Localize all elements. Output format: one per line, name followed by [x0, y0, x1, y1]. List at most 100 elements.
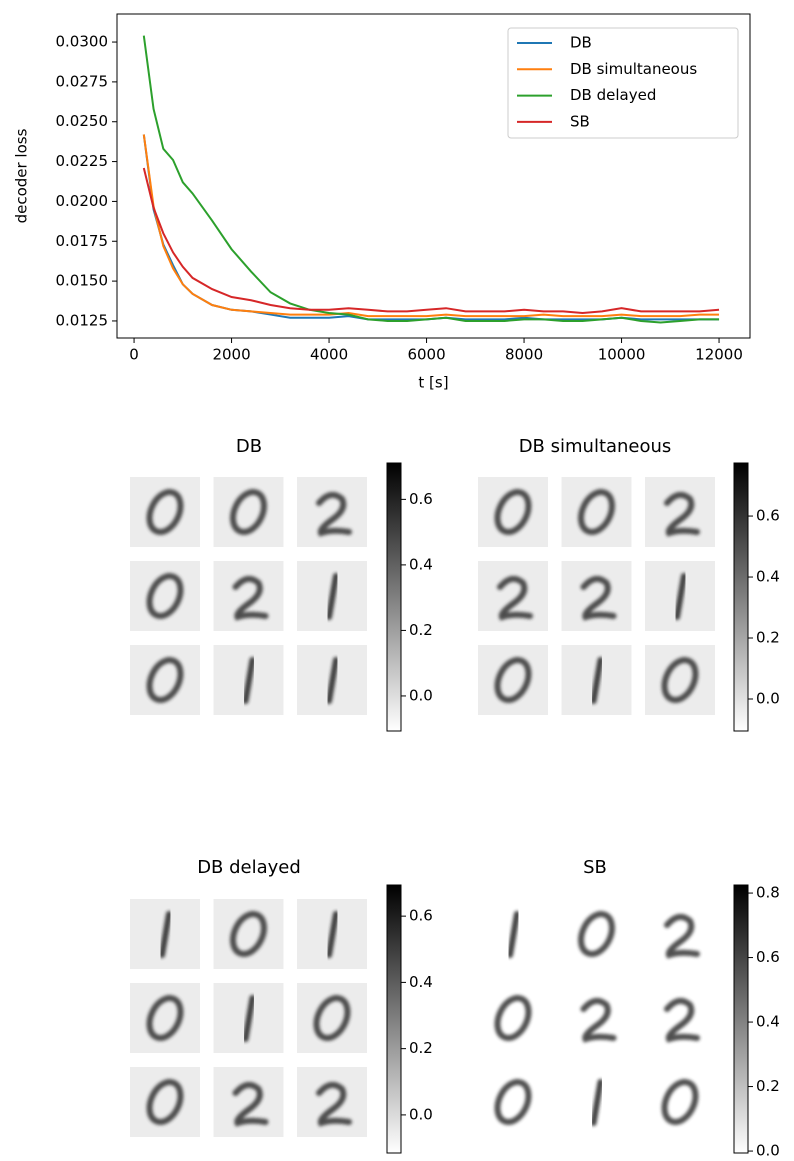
digit-stroke [326, 573, 339, 620]
digit-image [561, 1067, 632, 1137]
data-line [142, 35, 720, 324]
digit-image [213, 561, 284, 631]
y-tick-label: 0.0150 [56, 272, 109, 290]
colorbar [386, 462, 402, 732]
y-tick-label: 0.0175 [56, 232, 109, 250]
digit-image [561, 899, 632, 969]
colorbar-tick-label: 0.2 [409, 1039, 433, 1057]
digit-stroke [590, 657, 604, 704]
image-background [645, 477, 715, 547]
colorbar-tick-label: 0.6 [756, 507, 780, 525]
image-background [561, 561, 632, 631]
digit-stroke [146, 995, 184, 1041]
digit-stroke [674, 573, 687, 620]
digit-stroke [664, 997, 700, 1043]
panel-title: DB delayed [197, 857, 301, 878]
x-tick-label: 4000 [310, 346, 348, 364]
digit-image [297, 899, 367, 969]
colorbar-tick-label: 0.0 [756, 689, 780, 707]
digit-stroke [313, 995, 351, 1041]
digit-stroke [146, 657, 184, 703]
digit-stroke [242, 995, 256, 1042]
digit-stroke [146, 489, 184, 535]
digit-stroke [242, 657, 256, 704]
data-line [142, 134, 720, 318]
digit-stroke [664, 491, 700, 537]
y-tick-label: 0.0250 [56, 112, 109, 130]
image-background [645, 899, 715, 969]
digit-image [645, 899, 715, 969]
image-background [645, 645, 715, 715]
x-tick-label: 8000 [505, 346, 543, 364]
image-background [478, 1067, 548, 1137]
image-background [130, 645, 200, 715]
image-background [478, 561, 548, 631]
x-axis-label: t [s] [418, 374, 448, 392]
image-background [130, 477, 200, 547]
digit-image [213, 477, 284, 547]
colorbar-tick-label: 0.2 [756, 1077, 780, 1095]
colorbar-tick-label: 0.0 [756, 1142, 780, 1160]
digit-image [213, 899, 284, 969]
digit-stroke [580, 997, 617, 1043]
plot-frame [116, 13, 751, 339]
digit-image [561, 561, 632, 631]
x-tick-label: 12000 [695, 346, 743, 364]
digit-stroke [497, 575, 533, 621]
digit-image [297, 477, 367, 547]
image-background [213, 561, 284, 631]
digit-image [213, 1067, 284, 1137]
digit-image [213, 983, 284, 1053]
colorbar-tick-label: 0.4 [756, 568, 780, 586]
digit-image [130, 983, 200, 1053]
x-tick-label: 10000 [598, 346, 646, 364]
colorbar-tick-label: 0.6 [409, 907, 433, 925]
digit-stroke [326, 657, 339, 704]
digit-image [297, 983, 367, 1053]
colorbar-tick-label: 0.6 [756, 948, 780, 966]
digit-stroke [232, 1081, 269, 1127]
digit-image [213, 645, 284, 715]
image-background [130, 1067, 200, 1137]
image-background [297, 983, 367, 1053]
x-tick-label: 2000 [212, 346, 250, 364]
digit-stroke [580, 575, 617, 621]
image-background [478, 477, 548, 547]
digit-stroke [230, 489, 267, 535]
digit-stroke [661, 657, 699, 703]
image-background [645, 983, 715, 1053]
image-background [213, 477, 284, 547]
digit-stroke [230, 911, 267, 957]
digit-stroke [494, 657, 532, 703]
colorbar [733, 462, 749, 732]
digit-image [645, 983, 715, 1053]
image-background [561, 477, 632, 547]
data-line [142, 167, 720, 314]
digit-stroke [159, 911, 172, 958]
digit-stroke [494, 1079, 532, 1125]
legend-label: DB delayed [570, 86, 656, 104]
image-background [213, 1067, 284, 1137]
digit-image [478, 477, 548, 547]
y-tick-label: 0.0200 [56, 192, 109, 210]
digit-image [645, 645, 715, 715]
colorbar [386, 884, 402, 1154]
image-background [213, 899, 284, 969]
image-background [478, 983, 548, 1053]
image-background [130, 561, 200, 631]
digit-image [645, 561, 715, 631]
digit-image [561, 983, 632, 1053]
digit-stroke [578, 489, 615, 535]
colorbar-tick-label: 0.0 [409, 686, 433, 704]
colorbar-tick-label: 0.4 [756, 1013, 780, 1031]
digit-image [297, 1067, 367, 1137]
digit-stroke [664, 913, 700, 959]
digit-image [478, 983, 548, 1053]
colorbar-tick-label: 0.4 [409, 555, 433, 573]
panel-title: DB [236, 436, 262, 457]
digit-stroke [494, 489, 532, 535]
image-background [478, 645, 548, 715]
image-background [297, 477, 367, 547]
digit-image [130, 561, 200, 631]
